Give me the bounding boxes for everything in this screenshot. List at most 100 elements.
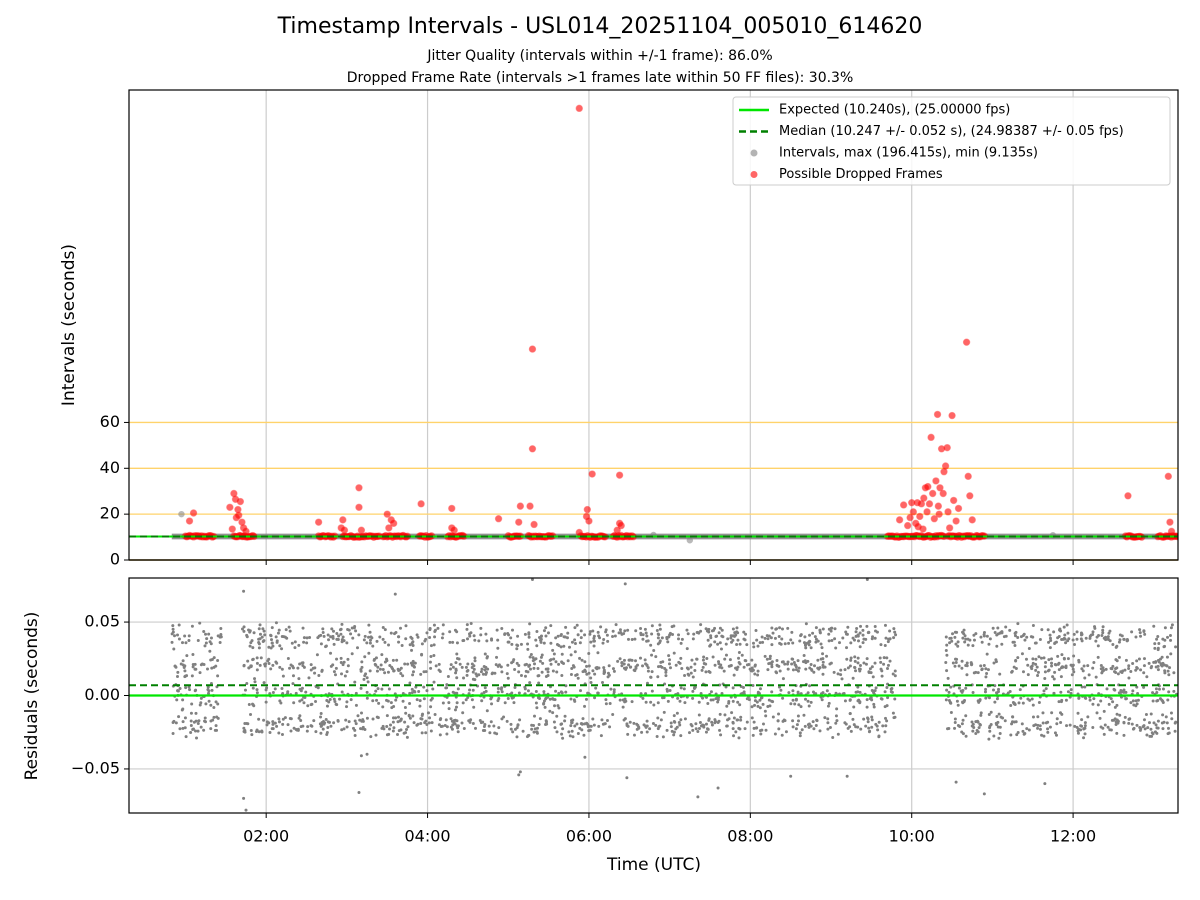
residual-point [415,633,419,637]
residual-point [496,699,500,703]
residual-point [289,729,293,733]
residual-point [448,630,452,634]
residual-point [791,641,795,645]
residual-point [738,727,742,731]
residual-point [793,702,797,706]
residual-point [513,727,517,731]
residual-point [584,697,588,701]
residual-point [255,688,259,692]
residual-point [893,697,897,701]
residual-point [987,712,991,716]
residual-point [1048,633,1052,637]
residual-point [510,628,514,632]
residual-point [288,629,292,633]
residual-point [1107,631,1111,635]
residual-point [1106,725,1110,729]
residual-point [1123,668,1127,672]
residual-point [525,735,529,739]
residual-point [171,627,175,631]
residual-point [183,716,187,720]
dropped-frame-point [189,509,198,517]
residual-point [714,697,718,701]
residual-point [204,641,208,645]
residual-point [1106,635,1110,639]
residual-point [300,686,304,690]
residual-point [425,722,429,726]
residual-point [963,634,967,638]
residual-point [1059,675,1063,679]
residual-point [845,646,849,650]
residual-point [361,719,365,723]
residual-point [454,705,458,709]
residual-point [328,697,332,701]
residual-point [210,666,214,670]
residual-point [309,668,313,672]
residual-point [988,637,992,641]
residual-point [409,661,413,665]
legend-marker-swatch [750,149,758,157]
residual-point [771,631,775,635]
residual-point [428,635,432,639]
residual-point [699,629,703,633]
residual-point [371,699,375,703]
residual-point [864,724,868,728]
residual-point [623,697,627,701]
dropped-frame-point [583,505,592,514]
residual-point [260,635,264,639]
residual-point [555,670,559,674]
residual-point [818,631,822,635]
residual-point [291,674,295,678]
residual-point [662,710,666,714]
residual-point [675,711,679,715]
residual-point [872,705,876,709]
residual-point [642,723,646,727]
residual-point [691,696,695,700]
residual-point [293,646,297,650]
residual-point [408,691,412,695]
residual-point [602,666,606,670]
residual-point [1149,712,1153,716]
residual-point [806,659,810,663]
residual-point [729,634,733,638]
residual-point [1143,632,1147,636]
residual-point [724,685,728,689]
residual-point [1153,646,1157,650]
residual-point [770,690,774,694]
residual-point [961,732,965,736]
dropped-frame-point [968,516,976,524]
residual-point [576,676,580,680]
residual-point [370,636,374,640]
residual-point [531,656,535,660]
residual-point [686,632,690,636]
residual-point [532,730,536,734]
residual-point [779,642,783,646]
residual-point [750,716,754,720]
residual-point [444,718,448,722]
residual-point [717,660,721,664]
residual-point [841,636,845,640]
residual-point [342,727,346,731]
residual-point [429,666,433,670]
legend-marker-swatch [750,171,758,178]
residual-point [1016,656,1020,660]
residual-point [544,667,548,671]
residual-point [627,663,631,667]
residual-point [243,721,247,725]
residual-point [592,639,596,643]
residual-point [465,623,469,627]
residual-point [771,715,775,719]
residual-point [734,666,738,670]
y-tick-label: 60 [100,412,120,431]
dropped-frame-point [357,526,366,534]
residual-point [465,673,469,677]
residual-point [260,729,264,733]
residual-point [892,636,896,640]
residual-point [723,713,727,717]
residual-point [430,721,434,725]
residual-point [626,637,630,641]
residual-point [768,704,772,708]
residual-point [519,642,523,646]
x-tick-label: 04:00 [405,827,451,846]
residual-point [944,635,948,639]
residual-point [893,715,897,719]
